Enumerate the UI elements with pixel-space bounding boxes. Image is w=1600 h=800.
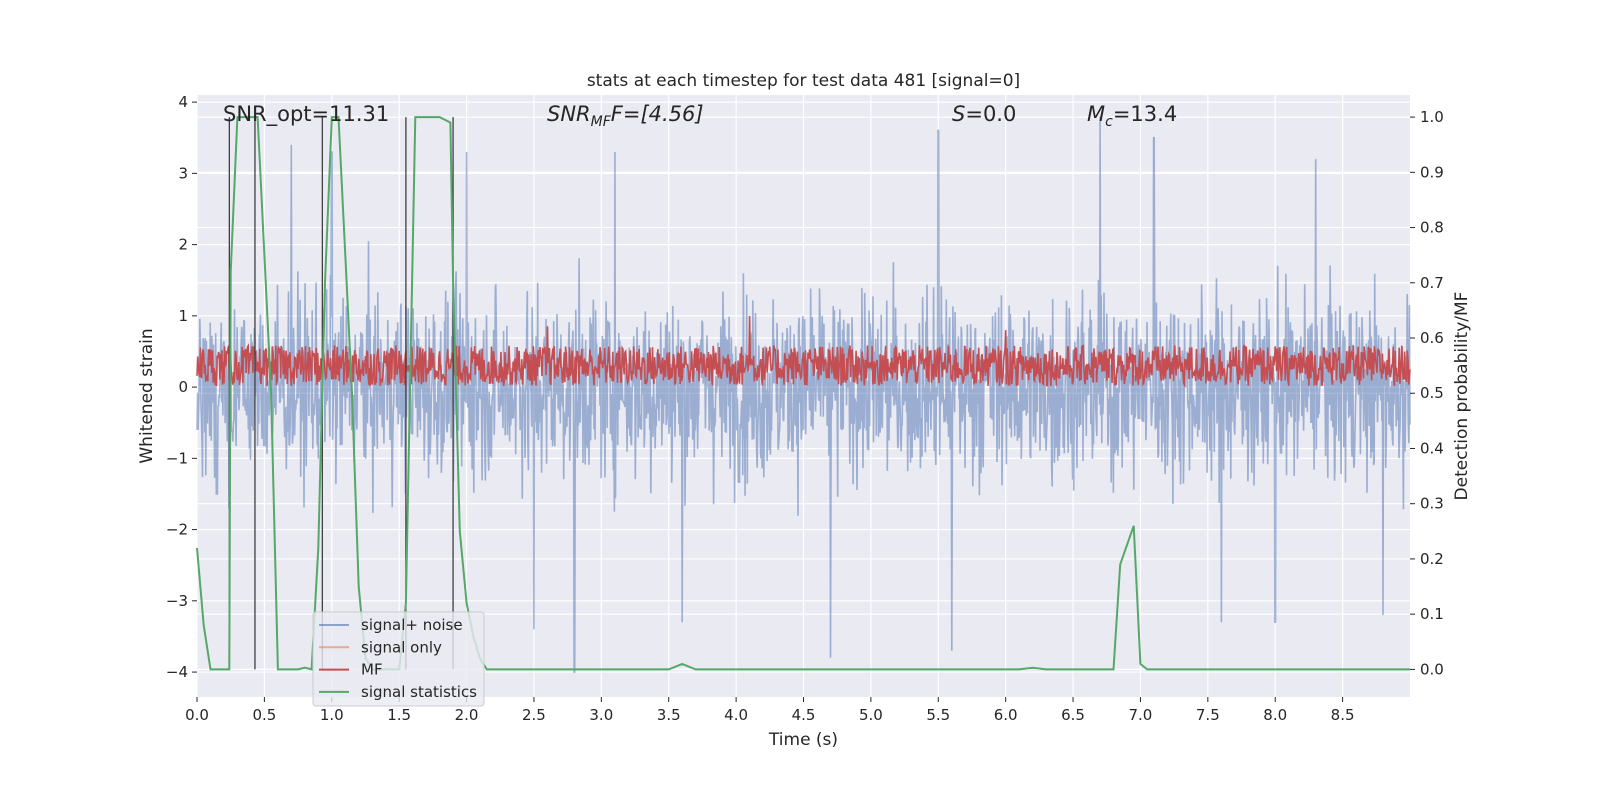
annotation-snr-mf-main: SNR — [547, 102, 591, 126]
y-right-tick-label: 0.1 — [1420, 605, 1444, 623]
y-right-tick-label: 0.4 — [1420, 439, 1444, 457]
x-tick-label: 0.0 — [185, 706, 209, 724]
x-tick-label: 3.5 — [657, 706, 681, 724]
y-right-tick-label: 1.0 — [1420, 108, 1444, 126]
x-tick-label: 8.5 — [1331, 706, 1355, 724]
x-tick-label: 7.5 — [1196, 706, 1220, 724]
annotation-mc: Mc=13.4 — [1087, 102, 1177, 130]
x-tick-label: 5.5 — [926, 706, 950, 724]
annotation-snr-mf-sub: MF — [591, 114, 612, 130]
y-axis-label-right: Detection probability/MF — [1452, 292, 1472, 501]
y-right-tick-label: 0.7 — [1420, 274, 1444, 292]
mf-trace — [196, 315, 1411, 388]
y-tick-label: 0 — [178, 378, 188, 396]
y-axis-label-left: Whitened strain — [137, 328, 157, 463]
x-ticks: 0.0 0.5 1.0 1.5 2.0 2.5 3.0 3.5 4.0 4.5 5.0 5.5 6.0 6… — [185, 697, 1355, 724]
x-tick-label: 4.5 — [792, 706, 816, 724]
legend-label: MF — [361, 661, 383, 679]
x-tick-label: 6.5 — [1061, 706, 1085, 724]
x-tick-label: 1.0 — [320, 706, 344, 724]
x-tick-label: 4.0 — [724, 706, 748, 724]
y-ticks-left: 4 3 2 1 0 −1 −2 −3 −4 — [166, 93, 197, 681]
x-tick-label: 2.5 — [522, 706, 546, 724]
annotation-s-rest: =0.0 — [965, 102, 1016, 126]
annotation-s-main: S — [952, 102, 965, 126]
annotation-s: S=0.0 — [952, 102, 1016, 126]
y-right-tick-label: 0.8 — [1420, 219, 1444, 237]
y-tick-label: 2 — [178, 236, 188, 254]
legend-label: signal statistics — [361, 683, 477, 701]
x-tick-label: 2.0 — [455, 706, 479, 724]
chart-title: stats at each timestep for test data 481… — [587, 71, 1020, 91]
y-tick-label: 3 — [178, 164, 188, 182]
x-tick-label: 3.0 — [589, 706, 613, 724]
x-tick-label: 6.0 — [994, 706, 1018, 724]
x-axis-label: Time (s) — [768, 730, 838, 750]
y-tick-label: −2 — [166, 521, 188, 539]
y-tick-label: 4 — [178, 93, 188, 111]
annotation-mc-sub: c — [1105, 114, 1113, 130]
y-ticks-right: 1.0 0.9 0.8 0.7 0.6 0.5 0.4 0.3 0.2 0.1 0.0 — [1410, 108, 1444, 678]
annotation-snr-mf: SNRMFF=[4.56] — [547, 102, 704, 130]
y-right-tick-label: 0.2 — [1420, 550, 1444, 568]
noise-trace — [196, 116, 1411, 673]
x-tick-label: 8.0 — [1263, 706, 1287, 724]
y-right-tick-label: 0.9 — [1420, 163, 1444, 181]
series-signal-noise — [196, 116, 1411, 673]
legend-box — [312, 611, 485, 707]
y-right-tick-label: 0.5 — [1420, 384, 1444, 402]
annotation-snr-mf-rest: F=[4.56] — [611, 102, 704, 126]
y-right-tick-label: 0.3 — [1420, 495, 1444, 513]
x-tick-label: 7.0 — [1129, 706, 1153, 724]
y-right-tick-label: 0.0 — [1420, 660, 1444, 678]
legend: signal+ noise signal only MF signal statist… — [312, 611, 485, 707]
x-tick-label: 1.5 — [387, 706, 411, 724]
annotation-snr-opt: SNR_opt=11.31 — [223, 102, 389, 127]
legend-label: signal only — [361, 638, 442, 656]
x-tick-label: 0.5 — [252, 706, 276, 724]
annotation-mc-rest: =13.4 — [1113, 102, 1177, 126]
annotation-mc-main: M — [1087, 102, 1105, 126]
legend-label: signal+ noise — [361, 616, 463, 634]
y-tick-label: −1 — [166, 449, 188, 467]
series-mf — [196, 315, 1411, 388]
y-tick-label: −4 — [166, 663, 188, 681]
y-tick-label: −3 — [166, 592, 188, 610]
x-tick-label: 5.0 — [859, 706, 883, 724]
y-right-tick-label: 0.6 — [1420, 329, 1444, 347]
y-tick-label: 1 — [178, 307, 188, 325]
